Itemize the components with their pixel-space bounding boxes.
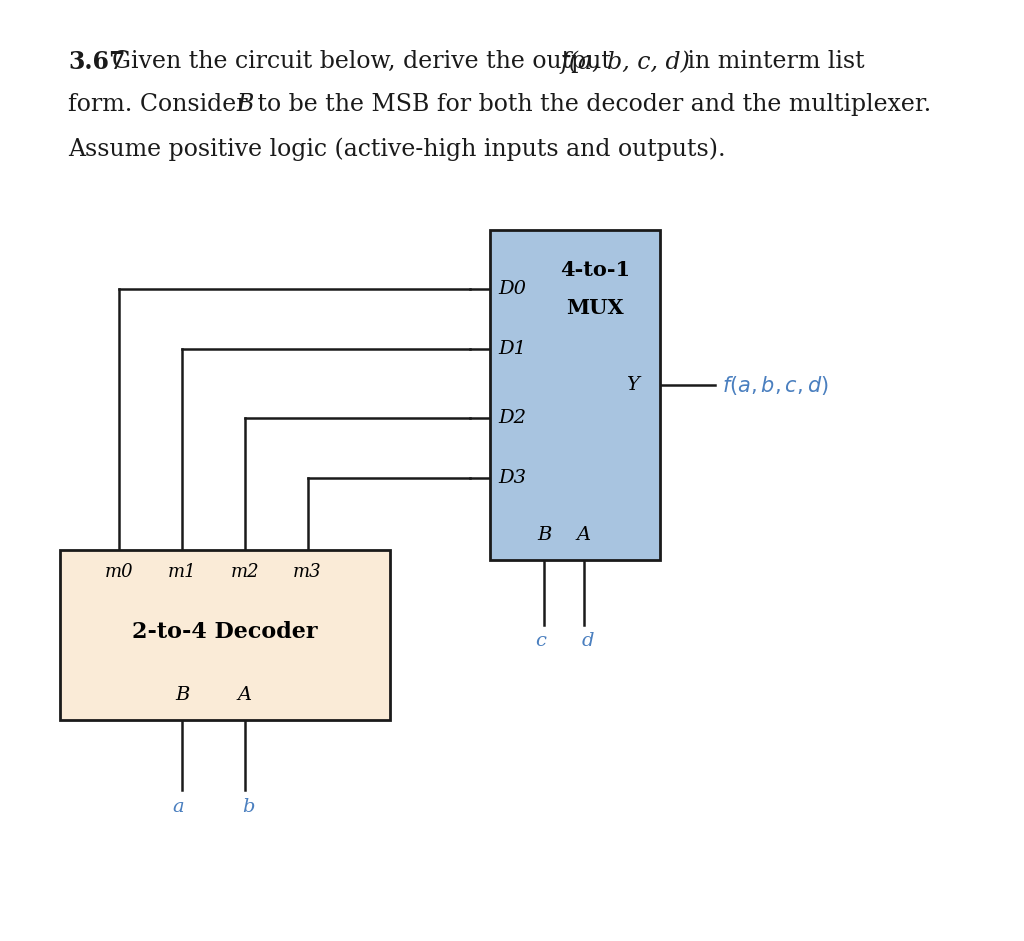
Text: c: c	[535, 632, 546, 650]
Text: m1: m1	[168, 563, 197, 581]
Text: Given the circuit below, derive the output: Given the circuit below, derive the outp…	[112, 50, 618, 73]
Text: Assume positive logic (active-high inputs and outputs).: Assume positive logic (active-high input…	[68, 137, 726, 161]
Text: $f(a, b, c, d)$: $f(a, b, c, d)$	[722, 374, 828, 396]
Text: D2: D2	[498, 409, 526, 427]
Text: to be the MSB for both the decoder and the multiplexer.: to be the MSB for both the decoder and t…	[250, 93, 931, 116]
Text: D1: D1	[498, 340, 526, 358]
Text: Y: Y	[626, 376, 638, 394]
Text: b: b	[243, 798, 255, 816]
Text: A: A	[577, 526, 591, 544]
Bar	[60, 550, 390, 720]
Text: m0: m0	[105, 563, 134, 581]
Text: a: a	[172, 798, 184, 816]
Text: 4-to-1: 4-to-1	[560, 260, 630, 280]
Text: D3: D3	[498, 469, 526, 486]
Text: D0: D0	[498, 280, 526, 298]
Text: form. Consider: form. Consider	[68, 93, 255, 116]
Bar	[490, 230, 660, 560]
Text: B: B	[175, 686, 189, 704]
Text: A: A	[238, 686, 252, 704]
Text: m3: m3	[293, 563, 322, 581]
Text: 3.67: 3.67	[68, 50, 126, 74]
Text: 2-to-4 Decoder: 2-to-4 Decoder	[132, 621, 317, 643]
Text: m2: m2	[230, 563, 259, 581]
Text: f(a, b, c, d): f(a, b, c, d)	[560, 50, 690, 73]
Text: B: B	[236, 93, 253, 116]
Text: B: B	[538, 526, 552, 544]
Text: in minterm list: in minterm list	[680, 50, 864, 73]
Text: d: d	[582, 632, 594, 650]
Text: MUX: MUX	[566, 298, 624, 318]
